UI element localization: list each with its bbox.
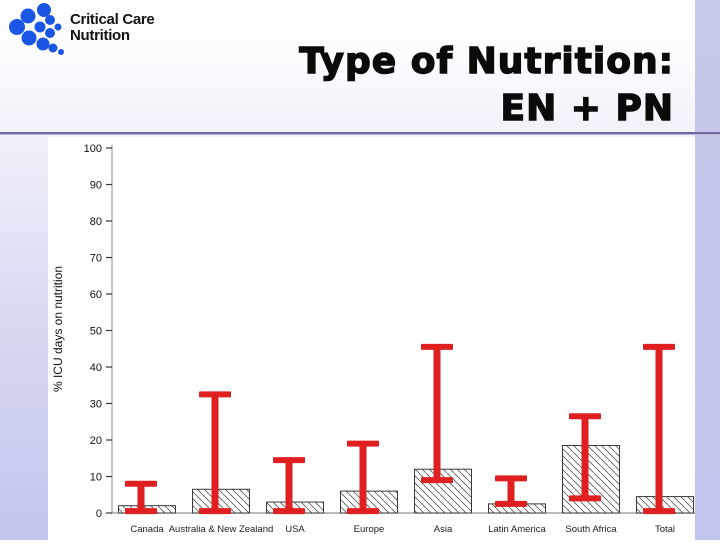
title-line2: EN + PN [500,87,674,129]
svg-text:70: 70 [90,253,102,265]
svg-text:10: 10 [90,472,102,484]
svg-text:20: 20 [90,435,102,447]
svg-text:50: 50 [90,326,102,338]
svg-text:Canada: Canada [130,524,164,535]
logo-text: Critical Care Nutrition [70,11,155,44]
svg-text:% ICU days on nutrition: % ICU days on nutrition [51,266,65,392]
svg-text:100: 100 [84,143,102,155]
svg-text:90: 90 [90,180,102,192]
logo: Critical Care Nutrition [6,2,155,56]
slide-edge-band [695,0,720,540]
svg-text:30: 30 [90,399,102,411]
bar-chart-icu-days-on-nutrition: 0 10 20 30 40 50 60 70 80 90 100 % ICU days on nutr… [51,143,695,535]
logo-line1: Critical Care [70,11,155,28]
svg-text:Asia: Asia [434,524,453,535]
svg-text:USA: USA [285,524,305,535]
title-divider-line [0,132,720,134]
svg-text:80: 80 [90,216,102,228]
svg-text:40: 40 [90,362,102,374]
svg-text:Total: Total [655,524,675,535]
svg-text:0: 0 [96,508,102,520]
svg-text:Europe: Europe [354,524,385,535]
critical-care-nutrition-logo-icon [9,3,64,55]
logo-line2: Nutrition [70,27,130,44]
svg-text:60: 60 [90,289,102,301]
svg-text:South Africa: South Africa [565,524,617,535]
title-divider-shadow [0,134,720,135]
chart-panel: 0 10 20 30 40 50 60 70 80 90 100 % ICU days on nutr… [48,137,695,540]
page-title: Type of Nutrition: EN + PN [299,38,674,132]
title-line1: Type of Nutrition: [299,40,674,82]
svg-text:Australia & New Zealand: Australia & New Zealand [169,524,274,535]
svg-text:Latin America: Latin America [488,524,546,535]
